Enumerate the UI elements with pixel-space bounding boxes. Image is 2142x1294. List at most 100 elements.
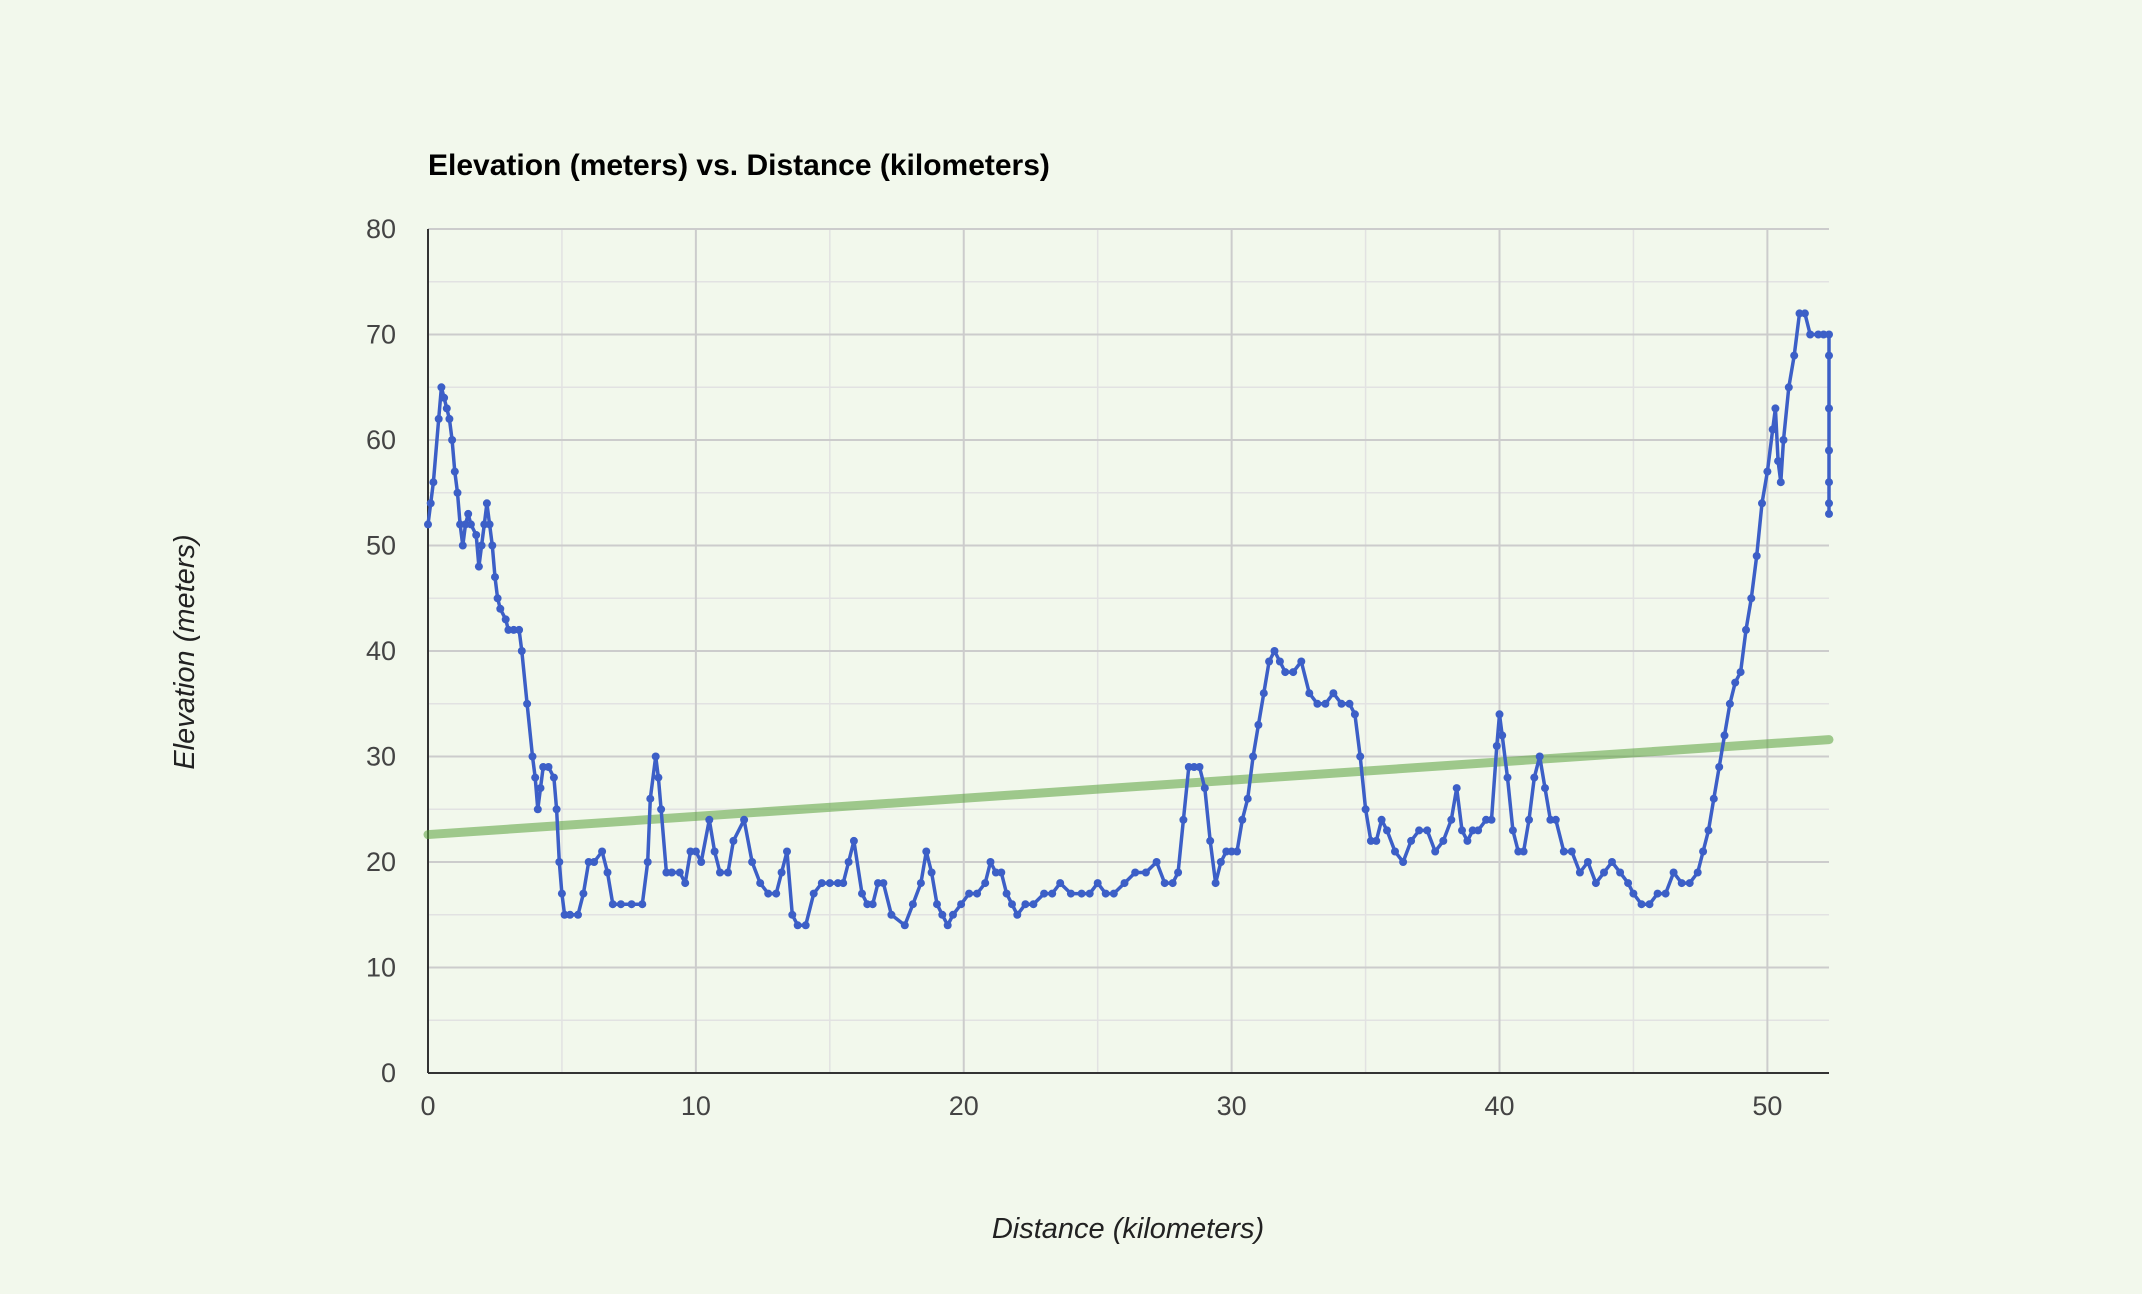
data-point (667, 868, 676, 877)
y-tick-label: 80 (366, 214, 396, 244)
data-point (1637, 900, 1646, 909)
data-point (1206, 836, 1215, 845)
data-point (986, 858, 995, 866)
data-point (916, 879, 925, 888)
data-point (643, 858, 652, 866)
data-point (493, 594, 502, 603)
y-tick-label: 30 (366, 742, 396, 772)
data-point (1131, 868, 1140, 877)
data-point (491, 573, 499, 582)
data-point (1519, 847, 1528, 856)
trendline-line (423, 735, 1834, 840)
data-point (933, 900, 941, 909)
data-point (1530, 773, 1539, 782)
data-point (657, 805, 666, 814)
data-point (1776, 478, 1785, 487)
y-tick-label: 0 (381, 1058, 396, 1088)
data-point (426, 499, 435, 508)
data-point (528, 752, 537, 761)
data-point (523, 699, 532, 708)
data-point (496, 604, 505, 613)
data-point (839, 879, 848, 888)
data-point (675, 868, 684, 877)
data-point (1200, 784, 1209, 793)
data-point (1567, 847, 1576, 856)
data-point (1372, 836, 1381, 845)
data-point (1029, 900, 1038, 909)
data-point (646, 794, 655, 803)
data-point (1669, 868, 1678, 877)
data-point (616, 900, 625, 909)
data-point (627, 900, 636, 909)
data-point (1066, 889, 1075, 898)
y-tick-label: 50 (366, 531, 396, 561)
data-point (579, 889, 588, 898)
data-point (1495, 710, 1504, 719)
data-point (900, 921, 909, 930)
data-point (1525, 815, 1533, 824)
data-point (1179, 815, 1188, 824)
trendline (423, 735, 1834, 840)
data-point (482, 499, 491, 508)
data-point (1415, 826, 1424, 835)
data-point (1040, 889, 1049, 898)
data-point (1591, 879, 1600, 888)
data-point (1275, 657, 1284, 666)
data-point (1120, 879, 1129, 888)
data-point (574, 910, 582, 919)
data-point (501, 615, 510, 624)
data-point (1725, 699, 1734, 708)
data-point (566, 910, 574, 919)
data-point (458, 541, 467, 550)
data-point (705, 815, 714, 824)
data-point (1259, 689, 1268, 698)
data-point (1313, 699, 1322, 708)
data-point (1800, 309, 1809, 318)
data-point (1281, 668, 1290, 677)
data-point (1377, 815, 1386, 824)
data-point (849, 836, 858, 845)
data-point (1085, 889, 1094, 898)
data-point (740, 815, 749, 824)
data-point (1238, 815, 1247, 824)
data-point (557, 889, 566, 898)
data-point (515, 625, 524, 634)
data-point (710, 847, 719, 856)
data-point (1048, 889, 1057, 898)
data-point (603, 868, 612, 877)
data-point (549, 773, 558, 782)
data-point (1492, 742, 1501, 750)
data-point (817, 879, 826, 888)
data-point (1399, 858, 1408, 866)
data-point (1758, 499, 1766, 508)
data-point (783, 847, 791, 856)
data-point (844, 858, 853, 866)
data-point (1825, 330, 1833, 339)
data-point (1407, 836, 1416, 845)
data-point (450, 467, 459, 476)
data-point (590, 858, 599, 866)
data-point (437, 383, 446, 392)
data-point (608, 900, 617, 909)
data-point (1771, 404, 1780, 413)
data-point (1152, 858, 1161, 866)
data-point (1768, 425, 1777, 434)
data-point (1742, 625, 1750, 634)
data-point (1825, 404, 1833, 413)
data-point (973, 889, 982, 898)
data-point (1361, 805, 1370, 814)
data-point (448, 436, 457, 444)
data-point (1013, 910, 1022, 919)
data-point (1685, 879, 1694, 888)
data-point (1243, 794, 1252, 803)
data-point (598, 847, 607, 856)
data-point (429, 478, 438, 487)
data-point (1002, 889, 1011, 898)
data-point (1498, 731, 1507, 740)
data-point (1503, 773, 1512, 782)
data-point (949, 910, 957, 919)
axes (427, 229, 1829, 1074)
data-point (1677, 879, 1686, 888)
data-point (1699, 847, 1708, 856)
x-tick-label: 50 (1752, 1091, 1782, 1121)
